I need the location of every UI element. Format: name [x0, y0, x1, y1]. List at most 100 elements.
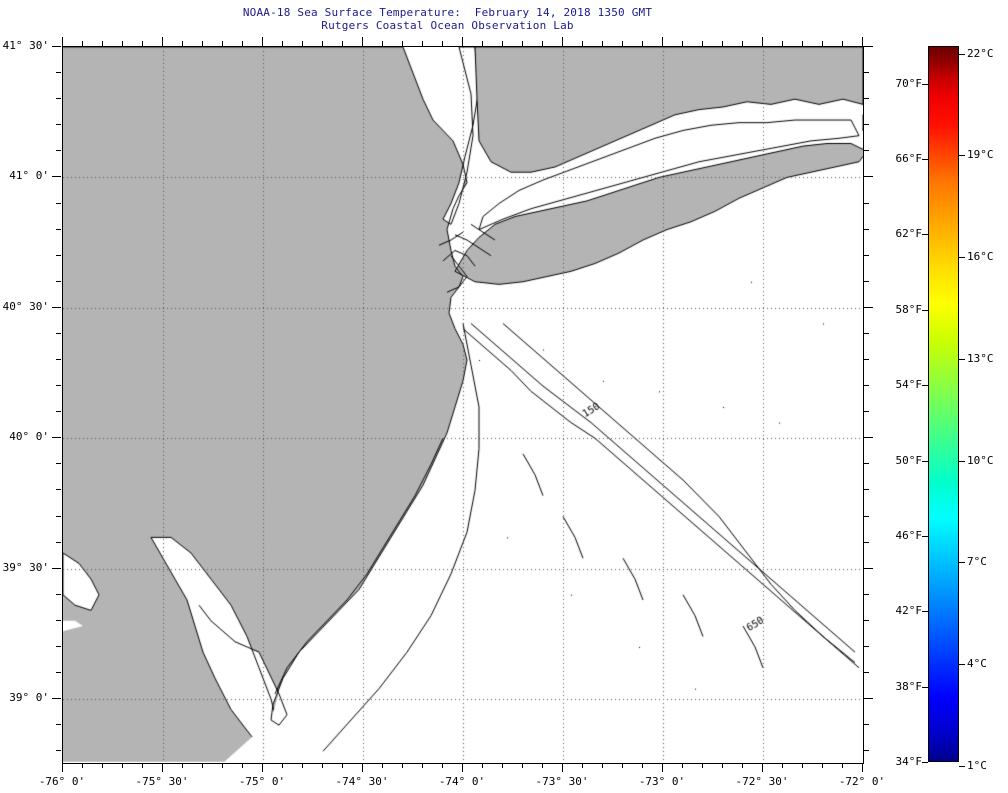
colorbar-label-celsius: 16°C	[967, 250, 994, 264]
lon-tick	[422, 763, 423, 768]
lon-tick	[62, 763, 63, 772]
colorbar-label-celsius: 10°C	[967, 453, 994, 467]
lon-tick-top	[662, 37, 663, 46]
colorbar-tick-f	[922, 385, 928, 387]
lon-tick	[302, 763, 303, 768]
lon-tick	[142, 763, 143, 768]
lat-tick-right	[864, 619, 869, 621]
lat-tick-right	[864, 254, 869, 256]
colorbar-label-celsius: 22°C	[967, 46, 994, 60]
lon-tick	[322, 763, 323, 768]
colorbar-tick-f	[922, 309, 928, 311]
colorbar-tick-c	[959, 53, 965, 55]
lat-tick	[56, 150, 61, 152]
lat-tick	[56, 645, 61, 647]
lon-tick-top	[442, 41, 443, 46]
lon-tick-top	[202, 41, 203, 46]
lat-tick-right	[864, 72, 869, 74]
lat-label: 41° 30'	[2, 39, 49, 52]
lon-tick	[762, 763, 763, 772]
lon-tick	[282, 763, 283, 768]
lon-tick	[682, 763, 683, 768]
chart-title-block: NOAA-18 Sea Surface Temperature: Februar…	[0, 6, 895, 32]
lon-tick	[462, 763, 463, 772]
lat-tick	[56, 411, 61, 413]
lon-tick-top	[802, 41, 803, 46]
lon-tick-top	[682, 41, 683, 46]
lon-label: -72° 0'	[838, 775, 886, 788]
lon-tick	[802, 763, 803, 768]
temperature-colorbar[interactable]	[922, 46, 965, 767]
lon-tick-top	[242, 41, 243, 46]
lon-tick	[182, 763, 183, 768]
lat-label: 39° 30'	[2, 560, 49, 574]
colorbar-gradient	[928, 46, 959, 762]
lat-tick	[56, 541, 61, 543]
lon-tick-top	[742, 41, 743, 46]
colorbar-tick-f	[922, 611, 928, 613]
lon-tick-top	[302, 41, 303, 46]
colorbar-tick-c	[959, 257, 965, 259]
lon-tick-top	[542, 41, 543, 46]
lon-tick-top	[602, 41, 603, 46]
lat-tick	[56, 515, 61, 517]
colorbar-tick-f	[922, 83, 928, 85]
lat-tick	[56, 254, 61, 256]
map-plot-area[interactable]	[62, 46, 864, 764]
lon-tick	[342, 763, 343, 768]
lon-tick	[702, 763, 703, 768]
colorbar-label-fahrenheit: 38°F	[895, 679, 923, 693]
lat-tick-right	[864, 98, 869, 100]
lat-tick-right	[864, 724, 869, 726]
lon-label: -73° 30'	[535, 775, 589, 788]
lon-tick-top	[262, 37, 263, 46]
lon-label: -74° 0'	[438, 775, 486, 788]
colorbar-label-fahrenheit: 58°F	[895, 302, 923, 316]
colorbar-label-celsius: 13°C	[967, 351, 994, 365]
lon-tick-top	[642, 41, 643, 46]
lon-tick	[242, 763, 243, 768]
lon-tick	[82, 763, 83, 768]
lon-tick	[362, 763, 363, 772]
colorbar-label-fahrenheit: 62°F	[895, 227, 923, 241]
lon-label: -75° 30'	[135, 775, 189, 788]
lon-tick	[402, 763, 403, 768]
lat-tick	[52, 46, 61, 47]
lon-tick	[542, 763, 543, 768]
lat-tick-right	[864, 489, 869, 491]
lon-label: -76° 0'	[38, 775, 86, 788]
lon-tick	[842, 763, 843, 768]
colorbar-tick-c	[959, 155, 965, 157]
lon-tick	[102, 763, 103, 768]
lat-label: 40° 0'	[9, 430, 49, 444]
lat-tick-right	[864, 750, 869, 752]
lon-tick-top	[362, 37, 363, 46]
lon-tick-top	[102, 41, 103, 46]
lon-tick-top	[62, 37, 63, 46]
lat-tick	[52, 567, 61, 569]
lon-tick	[202, 763, 203, 768]
lat-label: 39° 0'	[9, 691, 49, 705]
colorbar-tick-f	[922, 686, 928, 688]
lon-tick-top	[422, 41, 423, 46]
lat-tick	[56, 72, 61, 74]
lon-tick-top	[782, 41, 783, 46]
lon-tick-top	[142, 41, 143, 46]
colorbar-label-fahrenheit: 42°F	[895, 604, 923, 618]
lat-label: 40° 30'	[2, 299, 49, 313]
lat-tick	[56, 463, 61, 465]
lon-tick-top	[162, 37, 163, 46]
lat-tick	[56, 593, 61, 595]
lon-tick	[582, 763, 583, 768]
lat-tick-right	[864, 176, 873, 178]
lat-tick-right	[864, 672, 869, 673]
colorbar-tick-c	[959, 562, 965, 564]
lon-tick-top	[122, 41, 123, 46]
lat-label: 41° 0'	[9, 169, 49, 183]
colorbar-label-fahrenheit: 46°F	[895, 528, 923, 542]
lon-tick-top	[182, 41, 183, 46]
lon-tick	[642, 763, 643, 768]
lat-tick-right	[864, 228, 869, 230]
colorbar-tick-f	[922, 460, 928, 462]
lon-tick-top	[342, 41, 343, 46]
